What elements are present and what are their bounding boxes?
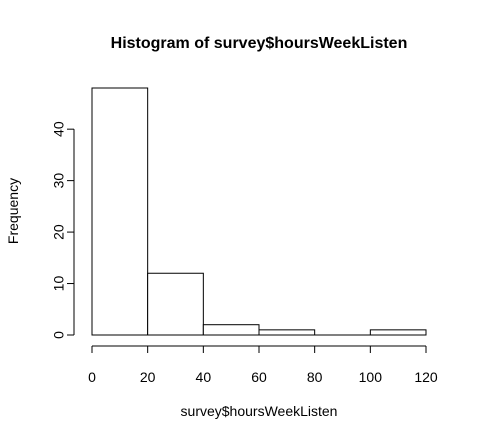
x-tick-label-2: 40 bbox=[196, 369, 212, 385]
histogram-bar-1 bbox=[147, 272, 204, 336]
x-tick-label-1: 20 bbox=[140, 369, 156, 385]
histogram-bar-5 bbox=[369, 329, 427, 336]
histogram-bar-0 bbox=[91, 87, 149, 336]
x-axis: 0 20 40 60 80 100 120 bbox=[88, 345, 438, 385]
y-tick-label-3: 30 bbox=[51, 173, 67, 189]
x-tick-label-6: 120 bbox=[414, 369, 438, 385]
x-tick-label-4: 80 bbox=[307, 369, 323, 385]
x-tick-label-5: 100 bbox=[359, 369, 383, 385]
histogram-bar-2 bbox=[202, 324, 260, 336]
y-tick-label-0: 0 bbox=[51, 331, 67, 339]
y-axis-label: Frequency bbox=[5, 178, 21, 244]
y-tick-label-1: 10 bbox=[51, 276, 67, 292]
x-axis-label: survey$hoursWeekListen bbox=[181, 403, 338, 419]
bars-group bbox=[91, 87, 427, 336]
histogram-bar-3 bbox=[258, 329, 316, 336]
x-tick-label-0: 0 bbox=[88, 369, 96, 385]
chart-title: Histogram of survey$hoursWeekListen bbox=[111, 35, 408, 52]
x-tick-label-3: 60 bbox=[251, 369, 267, 385]
y-tick-label-2: 20 bbox=[51, 224, 67, 240]
y-tick-label-4: 40 bbox=[51, 121, 67, 137]
y-axis: 0 10 20 30 40 bbox=[51, 121, 75, 339]
